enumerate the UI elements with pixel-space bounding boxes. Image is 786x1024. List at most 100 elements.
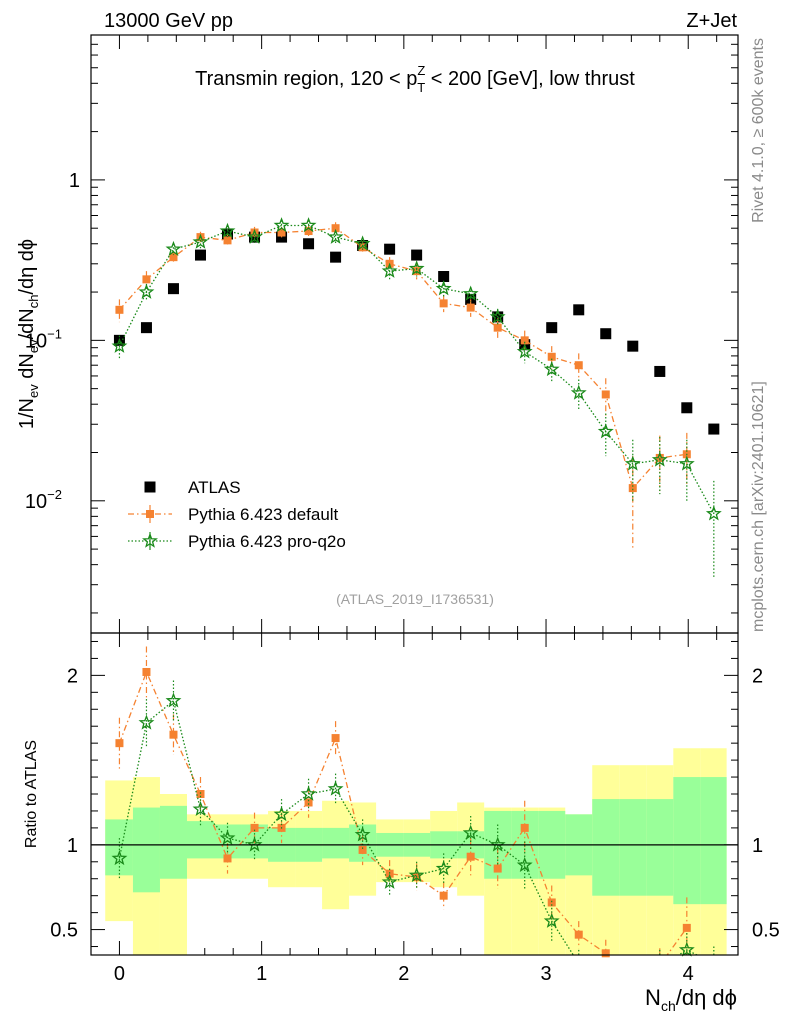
ratio-data-point — [246, 836, 263, 852]
data-point — [411, 249, 423, 261]
data-point — [651, 451, 668, 467]
data-point — [574, 361, 583, 370]
x-tick-label: 3 — [540, 963, 551, 985]
data-point — [466, 303, 475, 312]
data-point — [194, 249, 206, 261]
ratio-data-point — [111, 850, 128, 866]
data-point — [327, 228, 344, 244]
x-tick-label: 0 — [114, 963, 125, 985]
data-point — [439, 299, 448, 308]
ratio-band-inner — [700, 777, 727, 905]
rivet-version-label: Rivet 4.1.0, ≥ 600k events — [750, 38, 767, 223]
legend-label: ATLAS — [188, 478, 241, 497]
data-point — [273, 217, 290, 233]
data-point — [331, 224, 340, 233]
data-point — [547, 352, 556, 361]
data-point — [303, 238, 315, 250]
data-point — [627, 340, 639, 352]
data-point — [300, 217, 317, 233]
y-tick-exponent: −2 — [47, 487, 62, 502]
ratio-band-inner — [322, 827, 350, 859]
x-tick-label: 1 — [256, 963, 267, 985]
data-point — [219, 222, 236, 238]
ratio-data-point — [358, 845, 367, 854]
data-point — [354, 235, 371, 251]
data-point — [573, 304, 585, 316]
data-point — [111, 337, 128, 353]
ratio-panel: 0.5 0.5 1 1 2 2 0 1 2 3 4 Ratio to ATLAS Nch/dη dϕ — [23, 632, 780, 1014]
ratio-y-tick-label: 0.5 — [50, 920, 78, 942]
data-point — [277, 228, 286, 237]
ratio-data-point — [489, 836, 506, 852]
x-tick-label: 4 — [683, 963, 694, 985]
title-sub: T — [417, 80, 425, 95]
ratio-data-point — [331, 734, 340, 743]
data-point — [516, 343, 533, 359]
data-point — [489, 308, 506, 324]
title-pre: Transmin region, 120 < p — [195, 68, 417, 90]
ratio-data-point — [196, 790, 205, 798]
data-point — [601, 390, 610, 399]
data-point — [681, 402, 693, 414]
data-point — [543, 360, 560, 377]
data-point — [570, 384, 587, 400]
legend-marker — [146, 510, 154, 518]
data-point — [138, 283, 155, 299]
data-point — [142, 275, 151, 284]
ratio-data-point — [115, 739, 124, 748]
ratio-y-tick-label-right: 0.5 — [752, 920, 780, 942]
ratio-data-point — [493, 864, 502, 873]
data-point — [115, 305, 124, 314]
ratio-band-inner — [186, 821, 215, 859]
title-sup: Z — [417, 63, 425, 78]
ratio-data-point — [169, 730, 178, 739]
ratio-data-point — [543, 912, 560, 928]
ratio-data-point — [520, 823, 529, 832]
data-point — [192, 233, 209, 249]
data-point — [493, 323, 502, 332]
series-line — [118, 227, 687, 490]
data-point — [624, 455, 641, 471]
ratio-y-axis-label: Ratio to ATLAS — [23, 740, 40, 848]
ratio-data-point — [385, 869, 394, 878]
ratio-data-point — [439, 891, 448, 900]
data-point — [597, 423, 614, 439]
ratio-data-point — [574, 930, 583, 939]
ratio-series-line — [118, 670, 688, 955]
legend-marker — [142, 532, 158, 548]
legend-marker — [144, 481, 156, 493]
data-point — [330, 251, 342, 263]
ratio-data-point — [435, 860, 452, 876]
data-point — [438, 271, 450, 283]
ratio-data-point — [192, 800, 209, 817]
mcplots-label: mcplots.cern.ch [arXiv:2401.10621] — [750, 381, 767, 632]
ratio-series-pythia-6-423-default — [115, 646, 691, 958]
ratio-data-point — [354, 826, 371, 842]
ratio-band-inner — [159, 805, 187, 879]
ratio-data-point — [381, 873, 398, 889]
legend-label: Pythia 6.423 default — [188, 505, 339, 524]
ratio-data-point — [165, 692, 182, 708]
data-point — [462, 285, 479, 301]
data-point — [654, 365, 666, 377]
watermark: (ATLAS_2019_I1736531) — [336, 591, 494, 607]
data-point — [705, 505, 722, 521]
ratio-data-point — [219, 829, 236, 845]
ratio-y-tick-label: 2 — [67, 665, 78, 687]
data-point — [628, 484, 637, 493]
ratio-data-point — [462, 824, 479, 840]
ratio-data-point — [138, 714, 155, 730]
ratio-data-point — [678, 941, 695, 957]
data-point — [165, 240, 182, 256]
process-label: Z+Jet — [686, 10, 737, 32]
data-point — [708, 423, 720, 435]
ratio-y-tick-label-right: 1 — [752, 835, 763, 857]
main-plot-title: Transmin region, 120 < pZ T < 200 [GeV], … — [195, 63, 635, 95]
data-point — [358, 243, 367, 252]
ratio-data-point — [304, 798, 313, 807]
data-point — [408, 260, 425, 276]
series-atlas — [113, 228, 720, 435]
data-point — [600, 328, 612, 340]
data-point — [520, 336, 529, 345]
